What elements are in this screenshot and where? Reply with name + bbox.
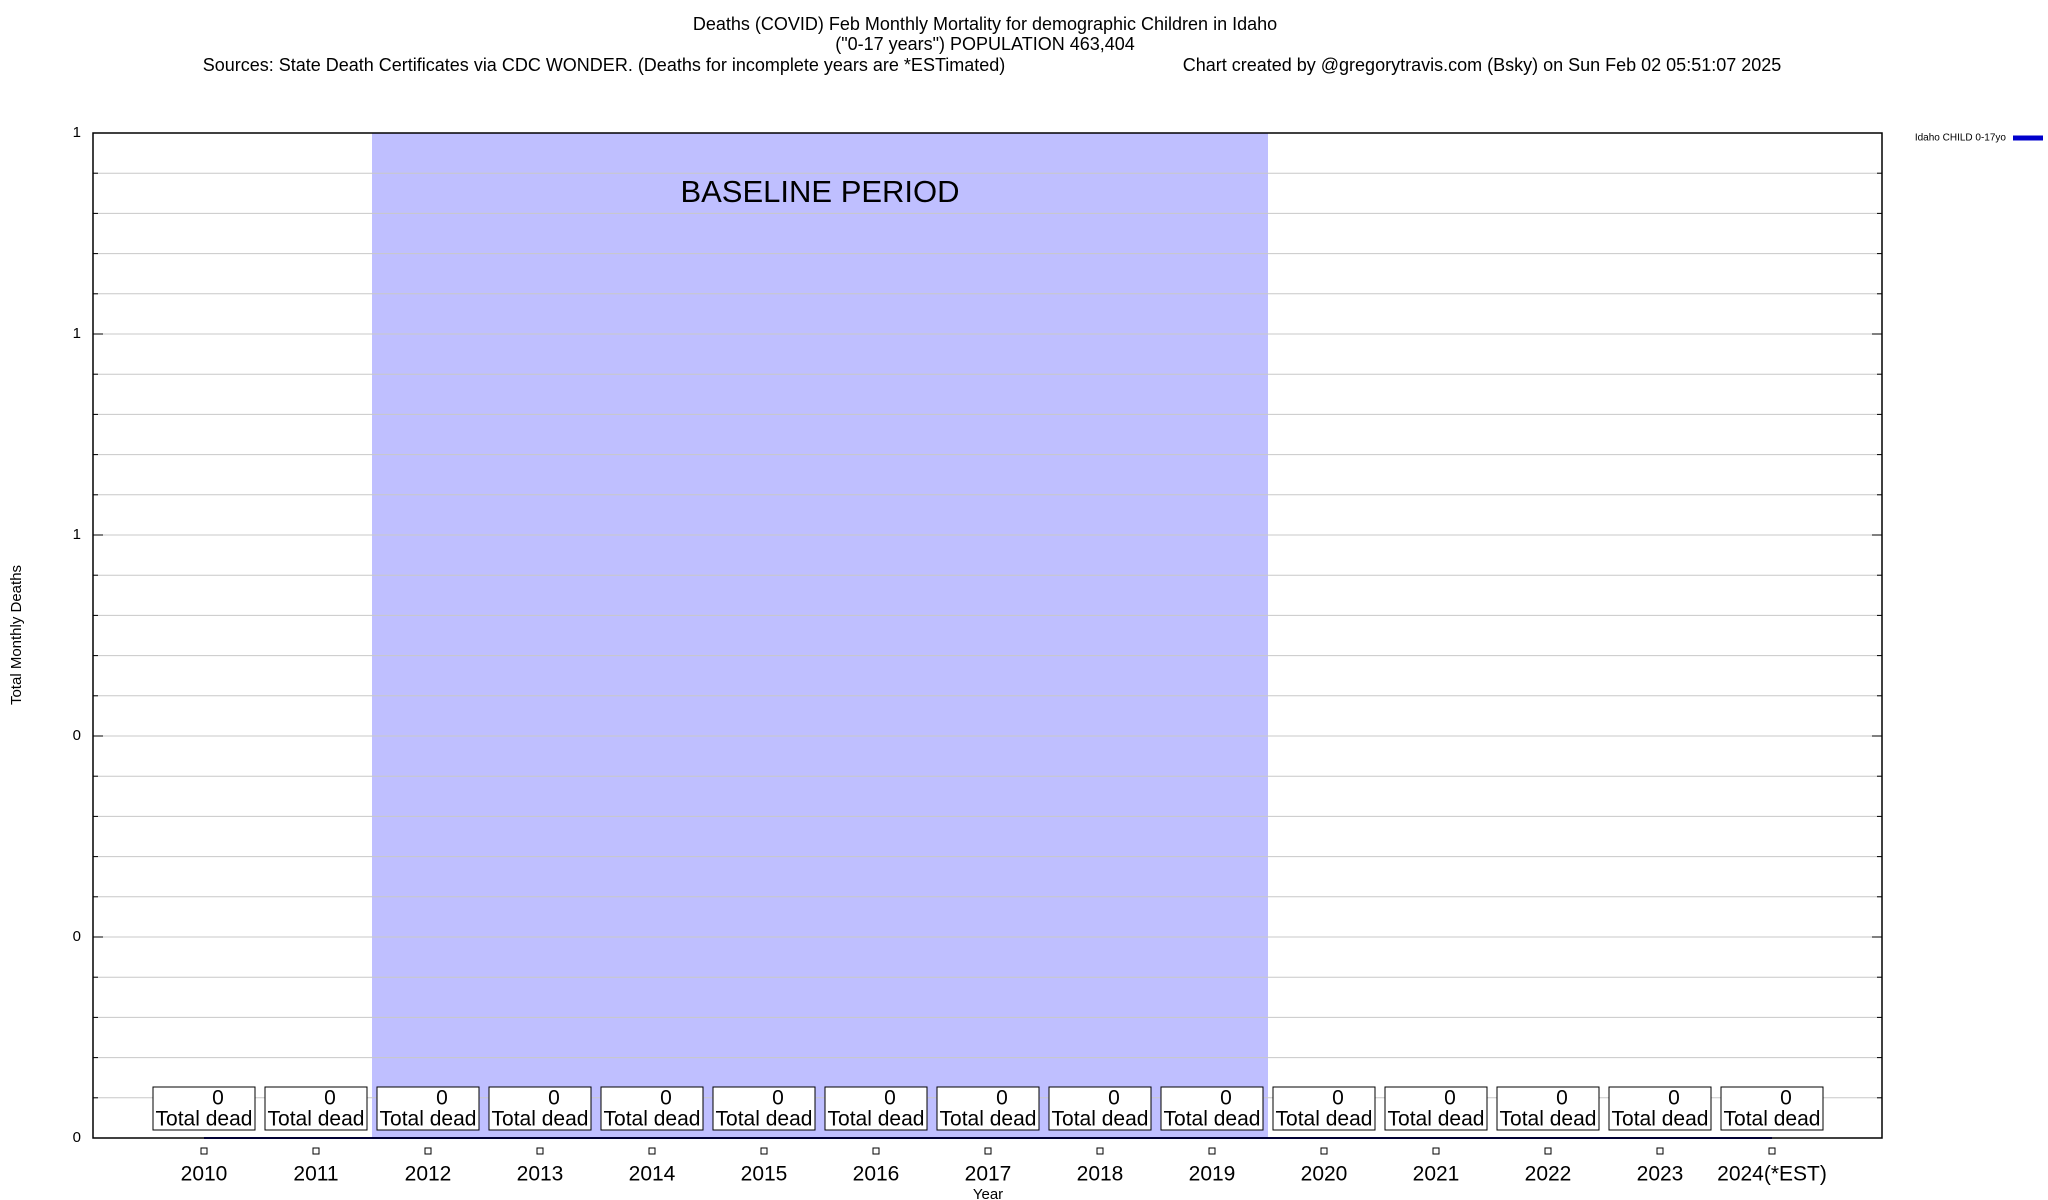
data-label-caption: Total dead [1388,1108,1485,1131]
x-tick-marker [312,1147,320,1155]
x-tick-marker [1432,1147,1440,1155]
y-tick-label: 1 [73,325,81,342]
data-label-caption: Total dead [604,1108,701,1131]
data-label-caption: Total dead [492,1108,589,1131]
data-label: 0 [436,1087,448,1110]
x-tick-label: 2015 [741,1163,788,1186]
source-note: Sources: State Death Certificates via CD… [203,55,1006,75]
data-label-caption: Total dead [1276,1108,1373,1131]
x-tick-label: 2016 [853,1163,900,1186]
x-tick-label: 2024(*EST) [1717,1163,1827,1186]
x-tick-marker [984,1147,992,1155]
data-label: 0 [1108,1087,1120,1110]
x-tick-label: 2012 [405,1163,452,1186]
data-label-box [600,1086,704,1131]
x-tick-marker [424,1147,432,1155]
x-tick-label: 2020 [1301,1163,1348,1186]
x-tick-label: 2021 [1413,1163,1460,1186]
y-tick-label: 1 [73,526,81,543]
data-label: 0 [1220,1087,1232,1110]
x-tick-label: 2013 [517,1163,564,1186]
y-tick-label: 0 [73,727,81,744]
data-label-caption: Total dead [1052,1108,1149,1131]
x-tick-label: 2018 [1077,1163,1124,1186]
data-label-caption: Total dead [1724,1108,1821,1131]
y-axis-label: Total Monthly Deaths [8,565,25,705]
data-label-box [1384,1086,1488,1131]
data-label-box [712,1086,816,1131]
data-label-box [1496,1086,1600,1131]
x-tick-marker [872,1147,880,1155]
shaded-region [372,133,1268,1138]
data-label: 0 [660,1087,672,1110]
data-label-caption: Total dead [1500,1108,1597,1131]
x-tick-marker [1768,1147,1776,1155]
data-label-caption: Total dead [1164,1108,1261,1131]
data-label-box [1608,1086,1712,1131]
data-label: 0 [1668,1087,1680,1110]
data-label-box [936,1086,1040,1131]
x-tick-marker [760,1147,768,1155]
data-label: 0 [996,1087,1008,1110]
data-label: 0 [1556,1087,1568,1110]
data-label-box [824,1086,928,1131]
data-label-box [264,1086,368,1131]
data-label: 0 [772,1087,784,1110]
data-label: 0 [1780,1087,1792,1110]
legend-label: Idaho CHILD 0-17yo [1915,133,2007,144]
x-tick-marker [1208,1147,1216,1155]
x-tick-label: 2023 [1637,1163,1684,1186]
x-tick-marker [648,1147,656,1155]
data-label: 0 [548,1087,560,1110]
x-tick-label: 2010 [181,1163,228,1186]
data-label-caption: Total dead [716,1108,813,1131]
x-tick-label: 2019 [1189,1163,1236,1186]
data-label-box [488,1086,592,1131]
y-tick-label: 0 [73,928,81,945]
data-label-caption: Total dead [156,1108,253,1131]
x-tick-label: 2017 [965,1163,1012,1186]
data-label-box [152,1086,256,1131]
credit-note: Chart created by @gregorytravis.com (Bsk… [1183,55,1782,75]
data-label-caption: Total dead [940,1108,1037,1131]
x-tick-marker [536,1147,544,1155]
x-tick-marker [200,1147,208,1155]
data-label: 0 [884,1087,896,1110]
data-label: 0 [1444,1087,1456,1110]
plot-frame [92,132,1883,1139]
shaded-region-label: BASELINE PERIOD [680,174,959,209]
data-label-caption: Total dead [828,1108,925,1131]
x-tick-marker [1096,1147,1104,1155]
x-tick-label: 2011 [293,1163,338,1186]
data-label-caption: Total dead [268,1108,365,1131]
x-axis-label: Year [973,1186,1003,1200]
y-tick-label: 1 [73,124,81,141]
chart-title: Deaths (COVID) Feb Monthly Mortality for… [693,14,1277,34]
chart-subtitle: ("0-17 years") POPULATION 463,404 [835,34,1135,54]
data-label-box [1272,1086,1376,1131]
data-label-box [1720,1086,1824,1131]
x-tick-label: 2022 [1525,1163,1572,1186]
data-label-caption: Total dead [380,1108,477,1131]
data-label-box [1160,1086,1264,1131]
data-label: 0 [324,1087,336,1110]
y-tick-label: 0 [73,1129,81,1146]
x-tick-marker [1544,1147,1552,1155]
data-label: 0 [1332,1087,1344,1110]
x-tick-label: 2014 [629,1163,676,1186]
data-label-box [376,1086,480,1131]
x-tick-marker [1320,1147,1328,1155]
data-label-box [1048,1086,1152,1131]
x-tick-marker [1656,1147,1664,1155]
data-label-caption: Total dead [1612,1108,1709,1131]
data-label: 0 [212,1087,224,1110]
